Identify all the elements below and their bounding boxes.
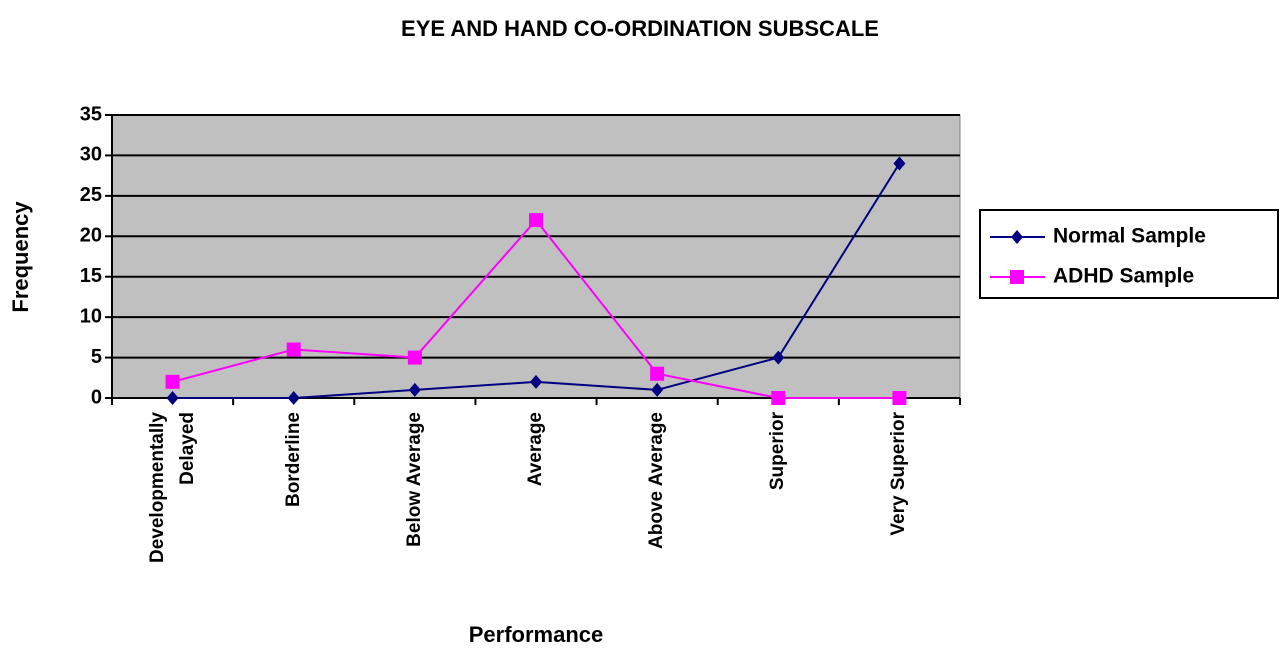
- point: [650, 366, 665, 381]
- point: [165, 374, 180, 389]
- legend-box: [979, 209, 1279, 299]
- point: [407, 350, 422, 365]
- point: [771, 391, 786, 405]
- point: [893, 156, 906, 171]
- y-tick-label: 20: [80, 225, 102, 247]
- legend-marker: [1010, 270, 1024, 284]
- x-tick-label: Average: [525, 412, 546, 487]
- x-tick-label: Below Average: [403, 412, 425, 547]
- point: [772, 350, 785, 365]
- point: [529, 213, 543, 228]
- legend-marker: [1011, 230, 1023, 244]
- point: [287, 391, 300, 405]
- y-tick-label: 15: [80, 265, 102, 287]
- point: [408, 382, 421, 397]
- y-tick-label: 30: [80, 144, 102, 166]
- x-tick-label: Developmentally Delayed: [146, 412, 198, 563]
- plot-area: [111, 114, 961, 399]
- x-axis-label: Performance: [469, 622, 604, 647]
- point: [286, 342, 301, 357]
- y-axis-label: Frequency: [8, 201, 33, 313]
- legend-label: Normal Sample: [1053, 225, 1206, 248]
- point: [651, 382, 664, 397]
- x-tick-label: Very Superior: [888, 412, 910, 536]
- legend-label: ADHD Sample: [1053, 265, 1194, 288]
- y-tick-label: 25: [80, 184, 102, 206]
- y-tick-label: 35: [80, 103, 102, 125]
- point: [530, 374, 542, 389]
- x-tick-label: Above Average: [646, 412, 668, 549]
- point: [166, 391, 179, 405]
- x-tick-label: Superior: [767, 412, 789, 491]
- y-tick-label: 5: [91, 346, 102, 368]
- chart-title: EYE AND HAND CO-ORDINATION SUBSCALE: [401, 16, 879, 41]
- y-tick-label: 0: [91, 386, 102, 408]
- y-tick-label: 10: [80, 305, 102, 327]
- point: [892, 391, 907, 405]
- x-tick-label: Borderline: [282, 412, 304, 508]
